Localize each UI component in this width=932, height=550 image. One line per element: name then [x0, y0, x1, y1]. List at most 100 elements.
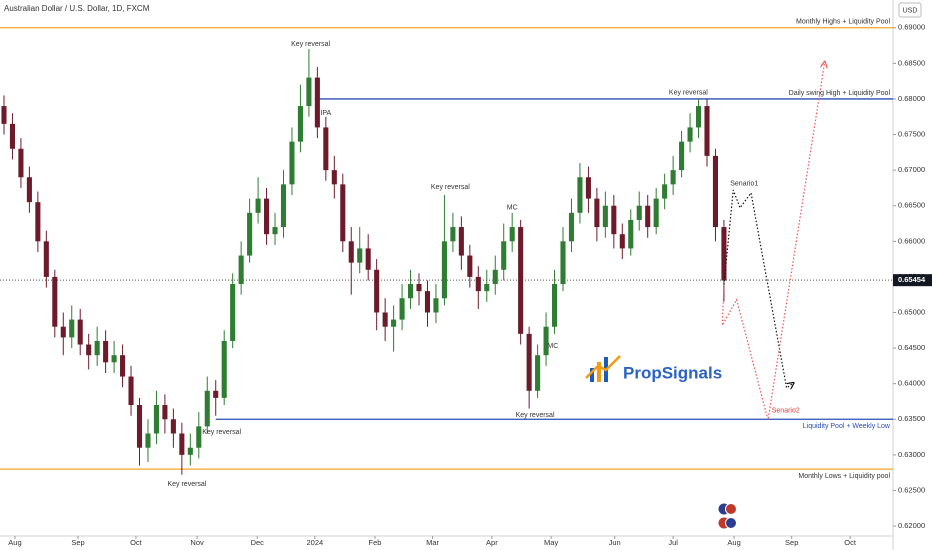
candle-body: [162, 405, 168, 420]
level-label: Monthly Lows + Liquidity pool: [798, 473, 890, 480]
x-tick-label: Jul: [668, 538, 678, 547]
candle-body: [187, 447, 193, 455]
candle-body: [611, 205, 617, 235]
candle-body: [695, 106, 702, 128]
candle-body: [628, 219, 634, 249]
candle-body: [484, 284, 490, 292]
currency-box[interactable]: [898, 2, 922, 18]
candle-body: [86, 344, 92, 356]
candle-body: [280, 184, 287, 228]
candle-body: [111, 355, 117, 363]
x-tick-label: Mar: [426, 538, 439, 547]
y-tick-label: 0.66500: [898, 201, 925, 210]
annotation: Senario1: [730, 180, 758, 187]
flag-icon: [725, 503, 737, 515]
candle-body: [577, 177, 583, 213]
y-tick-label: 0.69000: [898, 23, 925, 32]
scenario-path: [723, 189, 793, 388]
candle-body: [60, 326, 66, 338]
candle-body: [492, 269, 498, 285]
candle-body: [289, 141, 295, 185]
y-tick-label: 0.68000: [898, 94, 925, 103]
y-tick-label: 0.62500: [898, 485, 925, 494]
annotation: Key reversal: [669, 89, 708, 96]
candle-body: [52, 276, 58, 327]
annotation: Key reversal: [202, 429, 241, 436]
candle-body: [170, 419, 176, 434]
candle-body: [704, 106, 710, 156]
annotation: MC: [547, 343, 558, 350]
candle-body: [43, 241, 49, 277]
candle-body: [535, 355, 541, 391]
y-tick-label: 0.67500: [898, 130, 925, 139]
candle-body: [501, 241, 507, 270]
candle-body: [467, 255, 473, 277]
candle-body: [153, 405, 159, 434]
candle-body: [264, 198, 270, 235]
level-label: Liquidity Pool + Weekly Low: [803, 423, 891, 430]
logo: PropSignals: [585, 355, 722, 382]
candle-body: [230, 284, 236, 341]
candle-body: [391, 319, 397, 327]
candle-body: [585, 177, 591, 199]
annotation: Key reversal: [516, 412, 555, 419]
candle-body: [179, 433, 185, 455]
candle-body: [1, 106, 7, 124]
candle-body: [323, 127, 329, 171]
candle-body: [120, 355, 126, 377]
annotation: MC: [507, 205, 518, 212]
candle-body: [560, 241, 566, 285]
candle-body: [645, 205, 651, 228]
candle-body: [69, 319, 75, 338]
candle-body: [204, 390, 210, 427]
x-tick-label: Oct: [844, 538, 857, 547]
y-tick-label: 0.65000: [898, 307, 925, 316]
x-tick-label: Sep: [71, 538, 84, 547]
x-tick-label: 2024: [306, 538, 323, 547]
currency: USD: [903, 7, 918, 14]
x-tick-label: Feb: [369, 538, 382, 547]
candle-body: [145, 433, 151, 448]
annotation: Key reversal: [291, 41, 330, 48]
y-tick-label: 0.64000: [898, 379, 925, 388]
candle-body: [365, 248, 371, 270]
logo-bar: [590, 368, 594, 382]
candle-body: [670, 170, 676, 185]
level-label: Monthly Highs + Liquidity Pool: [796, 19, 890, 26]
candle-body: [128, 376, 134, 406]
logo-arrow: [585, 355, 621, 379]
candle-body: [297, 106, 303, 142]
candle-body: [416, 284, 422, 292]
candle-body: [712, 155, 719, 228]
candle-body: [221, 340, 227, 398]
y-tick-label: 0.62000: [898, 521, 925, 530]
candles: [1, 49, 727, 475]
candle-body: [103, 340, 109, 363]
chart-title: Australian Dollar / U.S. Dollar, 1D, FXC…: [4, 4, 150, 13]
x-tick-label: Apr: [486, 538, 498, 547]
candle-body: [551, 284, 558, 327]
y-tick-label: 0.63500: [898, 414, 925, 423]
last-price-label: 0.65454: [898, 275, 926, 284]
candle-body: [196, 426, 202, 448]
annotation: Key reversal: [431, 184, 470, 191]
candle-body: [314, 77, 320, 128]
candle-body: [475, 276, 481, 292]
candle-body: [662, 184, 668, 199]
candle-body: [687, 127, 693, 142]
x-tick-label: May: [544, 538, 558, 547]
candle-body: [136, 405, 143, 448]
candle-body: [306, 77, 312, 107]
candle-body: [26, 177, 32, 203]
candle-body: [9, 123, 15, 149]
candle-body: [18, 148, 24, 178]
y-tick-label: 0.64500: [898, 343, 925, 352]
x-tick-label: Aug: [727, 538, 740, 547]
x-tick-label: Jun: [609, 538, 621, 547]
candle-body: [374, 269, 380, 313]
candle-body: [213, 390, 219, 398]
candle-body: [594, 198, 600, 228]
candle-body: [382, 312, 388, 327]
